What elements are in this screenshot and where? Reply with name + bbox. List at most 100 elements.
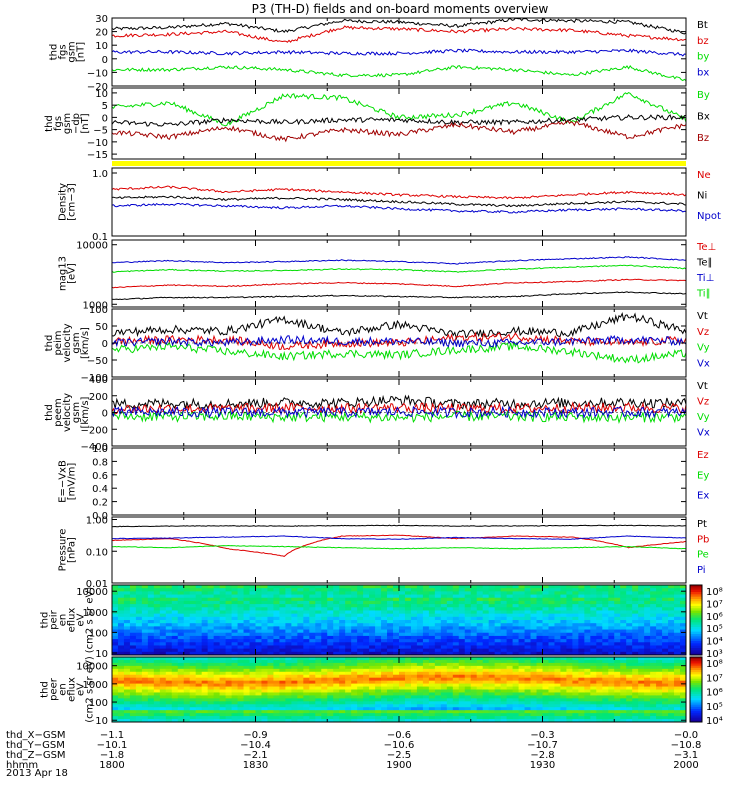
heat-cell bbox=[476, 701, 484, 705]
heat-cell bbox=[129, 704, 137, 708]
heat-cell bbox=[410, 616, 418, 621]
heat-cell bbox=[399, 610, 406, 615]
heat-cell bbox=[351, 597, 358, 602]
heat-cell bbox=[422, 686, 430, 691]
heat-cell bbox=[291, 659, 298, 664]
heat-cell bbox=[608, 680, 615, 685]
heat-cell bbox=[530, 632, 538, 637]
heat-cell bbox=[147, 626, 155, 631]
heat-cell bbox=[399, 710, 406, 714]
heat-cell bbox=[668, 604, 675, 608]
heat-cell bbox=[363, 629, 370, 634]
heat-cell bbox=[267, 668, 275, 673]
heat-cell bbox=[638, 683, 645, 688]
heat-cell bbox=[674, 683, 681, 688]
heat-cell bbox=[207, 668, 215, 673]
heat-cell bbox=[297, 719, 304, 722]
heat-cell bbox=[399, 671, 406, 676]
heat-cell bbox=[219, 707, 227, 711]
heat-cell bbox=[506, 719, 514, 722]
heat-cell bbox=[171, 635, 179, 640]
heat-cell bbox=[662, 585, 669, 589]
heat-cell bbox=[327, 668, 334, 673]
heat-cell bbox=[602, 645, 609, 650]
heat-cell bbox=[195, 689, 203, 694]
heat-cell bbox=[428, 716, 436, 720]
heat-cell bbox=[524, 677, 532, 682]
heat-cell bbox=[141, 713, 149, 717]
heat-cell bbox=[476, 635, 484, 640]
heat-cell bbox=[566, 689, 573, 694]
heat-cell bbox=[159, 600, 167, 605]
heat-cell bbox=[434, 677, 442, 682]
heat-cell bbox=[327, 686, 334, 691]
heat-cell bbox=[195, 707, 203, 711]
heat-cell bbox=[596, 701, 603, 705]
heat-cell bbox=[339, 680, 346, 685]
heat-cell bbox=[548, 623, 556, 627]
heat-cell bbox=[542, 604, 550, 608]
heat-cell bbox=[506, 639, 514, 643]
heat-cell bbox=[321, 651, 328, 655]
heat-cell bbox=[177, 626, 185, 631]
heat-cell bbox=[225, 626, 233, 631]
heat-cell bbox=[153, 648, 161, 653]
y-tick-label: 0 bbox=[102, 409, 108, 420]
heat-cell bbox=[285, 600, 292, 605]
heat-cell bbox=[387, 600, 394, 605]
heat-cell bbox=[644, 626, 651, 631]
heat-cell bbox=[387, 701, 394, 705]
heat-cell bbox=[309, 698, 316, 702]
heat-cell bbox=[267, 613, 275, 618]
heat-cell bbox=[369, 698, 376, 702]
heat-cell bbox=[650, 635, 657, 640]
heat-cell bbox=[165, 604, 173, 608]
heat-cell bbox=[656, 642, 663, 647]
heat-cell bbox=[416, 657, 424, 661]
heat-cell bbox=[207, 648, 215, 653]
heat-cell bbox=[488, 704, 496, 708]
heat-cell bbox=[518, 597, 526, 602]
heat-cell bbox=[112, 680, 119, 685]
heat-cell bbox=[387, 632, 394, 637]
heat-cell bbox=[117, 604, 125, 608]
heat-cell bbox=[225, 713, 233, 717]
heat-cell bbox=[195, 695, 203, 699]
heat-cell bbox=[255, 645, 263, 650]
heat-cell bbox=[542, 642, 550, 647]
heat-cell bbox=[530, 695, 538, 699]
heat-cell bbox=[404, 671, 412, 676]
heat-cell bbox=[189, 701, 197, 705]
heat-cell bbox=[662, 651, 669, 655]
heat-cell bbox=[345, 639, 352, 643]
heat-cell bbox=[291, 635, 298, 640]
heat-cell bbox=[267, 616, 275, 621]
heat-cell bbox=[560, 632, 568, 637]
heat-cell bbox=[548, 680, 556, 685]
heat-cell bbox=[506, 632, 514, 637]
heat-cell bbox=[285, 671, 292, 676]
heat-cell bbox=[112, 610, 119, 615]
heat-cell bbox=[494, 674, 502, 679]
heat-cell bbox=[626, 639, 633, 643]
heat-cell bbox=[674, 591, 681, 596]
heat-cell bbox=[608, 698, 615, 702]
heat-cell bbox=[393, 642, 400, 647]
heat-cell bbox=[177, 588, 185, 592]
heat-cell bbox=[644, 683, 651, 688]
heat-cell bbox=[112, 613, 119, 618]
heat-cell bbox=[470, 698, 478, 702]
y-tick-label: 5 bbox=[102, 101, 108, 112]
heat-cell bbox=[171, 616, 179, 621]
heat-cell bbox=[446, 623, 454, 627]
heat-cell bbox=[279, 585, 286, 589]
heat-cell bbox=[536, 677, 544, 682]
heat-cell bbox=[291, 686, 298, 691]
heat-cell bbox=[225, 710, 233, 714]
heat-cell bbox=[225, 639, 233, 643]
heat-cell bbox=[662, 597, 669, 602]
heat-cell bbox=[608, 719, 615, 722]
heat-cell bbox=[369, 597, 376, 602]
heat-cell bbox=[363, 657, 370, 661]
heat-cell bbox=[135, 698, 143, 702]
